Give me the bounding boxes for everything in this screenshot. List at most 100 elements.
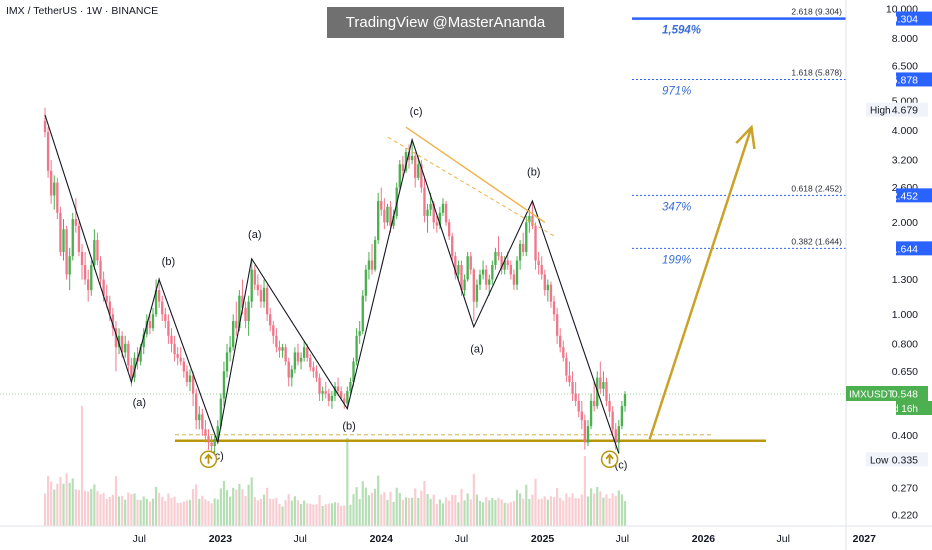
candle[interactable] [355,328,358,366]
candle[interactable] [574,381,577,407]
candle[interactable] [83,251,87,285]
candle[interactable] [401,155,405,178]
candle[interactable] [377,192,380,244]
candle[interactable] [114,321,118,372]
candle[interactable] [447,219,451,241]
candle[interactable] [423,177,426,223]
candle[interactable] [333,381,337,401]
candle[interactable] [235,301,238,336]
candle[interactable] [170,328,173,353]
candle[interactable] [188,369,192,392]
candle[interactable] [404,148,408,174]
candle[interactable] [182,357,186,378]
candle[interactable] [204,420,207,443]
candle[interactable] [475,279,479,308]
candle[interactable] [191,371,195,407]
candle[interactable] [466,251,469,282]
elliott-wave-path[interactable] [44,114,620,454]
candle[interactable] [90,260,93,296]
candle[interactable] [346,386,349,409]
candle[interactable] [315,365,318,382]
candle[interactable] [71,212,74,261]
candle[interactable] [151,307,155,332]
candle[interactable] [463,274,466,296]
candle[interactable] [284,343,287,366]
candle[interactable] [515,256,519,291]
candle[interactable] [602,371,605,396]
candle[interactable] [552,295,556,322]
candle[interactable] [512,269,516,291]
candle[interactable] [111,307,115,336]
candle[interactable] [262,279,266,308]
candle[interactable] [164,307,167,329]
candle[interactable] [56,177,59,220]
candle[interactable] [247,295,250,336]
candle[interactable] [497,236,500,261]
candle[interactable] [414,152,417,188]
candle[interactable] [161,295,164,322]
candle[interactable] [454,251,457,280]
candle[interactable] [577,393,580,418]
candle[interactable] [93,229,96,270]
candle[interactable] [367,251,371,280]
candle[interactable] [555,307,559,344]
candle[interactable] [194,388,198,430]
candle[interactable] [522,232,525,257]
candle[interactable] [222,361,226,407]
candle[interactable] [87,269,90,302]
projection-arrow-shaft[interactable] [648,126,753,440]
candle[interactable] [99,256,102,285]
candle[interactable] [349,377,352,394]
candle[interactable] [608,393,611,418]
candle[interactable] [491,260,494,285]
candle[interactable] [420,160,423,193]
candle[interactable] [142,328,145,355]
candle[interactable] [534,222,537,270]
candle[interactable] [623,391,627,412]
candle[interactable] [154,279,158,317]
candle[interactable] [173,335,176,362]
candle[interactable] [232,314,235,351]
candle[interactable] [59,206,62,257]
candle[interactable] [80,243,84,280]
candle[interactable] [62,219,65,261]
candle[interactable] [49,160,53,204]
candle[interactable] [364,265,368,302]
candle[interactable] [386,203,389,226]
candle[interactable] [253,265,256,291]
candle[interactable] [370,243,374,275]
candle[interactable] [207,429,210,450]
candle[interactable] [293,347,297,374]
candle[interactable] [472,267,476,322]
candle[interactable] [605,377,608,407]
up-arrow-circle-icon[interactable] [199,450,218,469]
candle[interactable] [321,386,324,401]
candle[interactable] [543,269,546,296]
candle[interactable] [559,328,562,353]
candle[interactable] [407,144,411,169]
candle[interactable] [451,232,454,261]
candle[interactable] [509,260,513,280]
candle[interactable] [380,187,383,216]
candle[interactable] [336,377,340,396]
candle[interactable] [272,321,275,344]
candle[interactable] [65,225,68,280]
candle[interactable] [287,357,290,387]
candle[interactable] [46,127,50,178]
candle[interactable] [77,222,81,257]
candle[interactable] [216,420,219,443]
candle[interactable] [117,328,121,355]
candle[interactable] [96,232,99,266]
candle[interactable] [148,314,152,335]
candle[interactable] [210,435,213,454]
candle[interactable] [589,393,593,430]
candle[interactable] [500,251,503,275]
candle[interactable] [478,269,482,291]
candle[interactable] [281,343,284,358]
candle[interactable] [373,236,377,272]
candle[interactable] [53,175,56,210]
candle[interactable] [537,251,540,275]
candle[interactable] [562,340,565,362]
candle[interactable] [549,281,553,308]
candle[interactable] [244,301,247,329]
